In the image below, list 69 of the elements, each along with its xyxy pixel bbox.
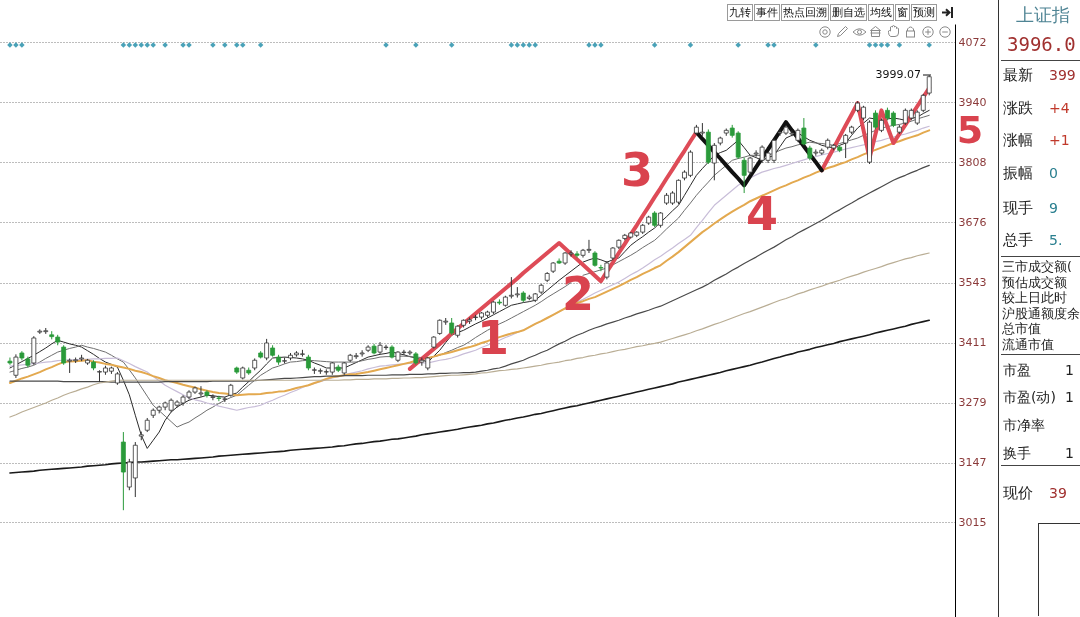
line-series xyxy=(9,252,930,418)
candlestick xyxy=(604,260,610,280)
y-tick-label: 3543 xyxy=(958,276,987,290)
text: 399 xyxy=(1049,66,1076,84)
text: +1 xyxy=(1049,131,1070,149)
text: 沪股通额度余 xyxy=(1002,305,1080,321)
text: 上证指 xyxy=(1016,4,1070,26)
candlestick xyxy=(741,157,747,194)
candlestick xyxy=(264,338,270,361)
candlestick xyxy=(61,344,67,366)
text: 流通市值 xyxy=(1002,336,1054,352)
text: 振幅 xyxy=(1003,164,1033,182)
annotation: 3999.07 xyxy=(875,68,921,81)
text: 5 xyxy=(956,108,984,152)
candlestick xyxy=(556,257,562,265)
annotation: 3 xyxy=(620,143,654,197)
text: 1 xyxy=(1065,444,1074,462)
y-tick-label: 3279 xyxy=(958,396,987,410)
candlestick xyxy=(711,142,717,181)
text: 总市值 xyxy=(1002,320,1041,336)
text: 预测 xyxy=(911,4,937,21)
y-tick-label: 3411 xyxy=(958,336,987,350)
y-tick-label: 4072 xyxy=(958,35,987,49)
text: 1 xyxy=(1065,388,1074,406)
text: 删自选 xyxy=(830,4,867,21)
text: +4 xyxy=(1049,99,1070,117)
text: 涨幅 xyxy=(1003,131,1033,149)
candlestick xyxy=(574,250,580,259)
text: 换手 xyxy=(1003,444,1031,462)
line-series xyxy=(694,120,824,188)
candlestick xyxy=(7,357,13,366)
candlestick xyxy=(598,264,604,272)
text: 预估成交额 xyxy=(1002,274,1067,290)
text: 均线 xyxy=(868,4,894,21)
candlestick xyxy=(514,286,520,299)
candlestick xyxy=(13,353,19,379)
text: 市盈 xyxy=(1003,361,1031,379)
candlestick xyxy=(216,395,222,402)
text: 5. xyxy=(1049,231,1063,249)
text: 现价 xyxy=(1003,484,1033,502)
y-tick-label: 3940 xyxy=(958,95,987,109)
text: 39 xyxy=(1049,484,1067,502)
text: 三市成交额( xyxy=(1002,258,1072,274)
text: 9 xyxy=(1049,199,1058,217)
text: 3996.0 xyxy=(1007,33,1076,56)
candlestick xyxy=(843,133,849,159)
text: 较上日此时 xyxy=(1002,289,1067,305)
text: 市盈(动) xyxy=(1003,388,1056,406)
y-tick-label: 3015 xyxy=(958,515,987,529)
text: 窗 xyxy=(895,4,910,21)
candlestick xyxy=(359,349,365,358)
y-tick-label: 3676 xyxy=(958,215,987,229)
text: 涨跌 xyxy=(1003,99,1033,117)
candlestick xyxy=(873,109,878,130)
y-tick-label: 3147 xyxy=(958,456,987,469)
text: 事件 xyxy=(754,4,780,21)
text: 0 xyxy=(1049,164,1058,182)
line-series xyxy=(9,319,931,474)
text: 市净率 xyxy=(1003,416,1045,434)
text: 热点回溯 xyxy=(781,4,829,21)
text: 最新 xyxy=(1003,66,1033,84)
candlestick xyxy=(210,393,216,401)
text: 总手 xyxy=(1003,231,1033,249)
candlestick xyxy=(801,117,807,146)
annotation: 4 xyxy=(745,187,779,241)
y-tick-label: 3808 xyxy=(958,155,987,169)
text: 九转 xyxy=(727,4,753,21)
text: 现手 xyxy=(1003,199,1033,217)
text: 1 xyxy=(1065,361,1074,379)
